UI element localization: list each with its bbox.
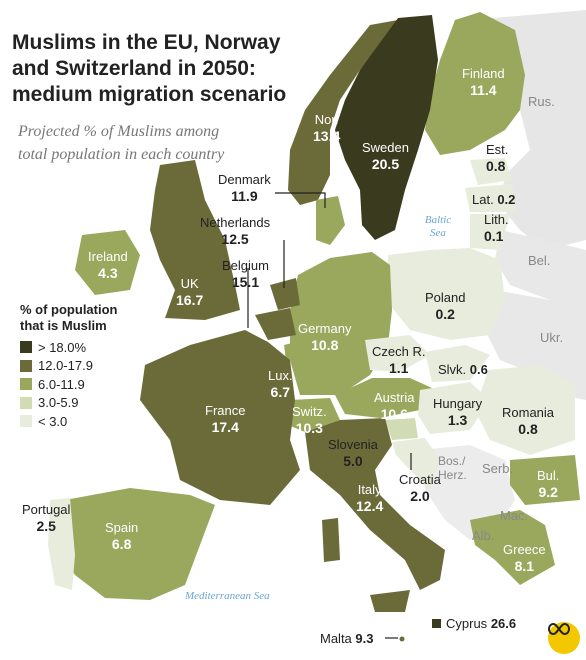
label-france: France 17.4 — [205, 403, 246, 435]
legend: % of population that is Muslim > 18.0% 1… — [20, 302, 117, 431]
region-bulgaria — [510, 455, 580, 505]
legend-item: < 3.0 — [20, 412, 117, 431]
label-slovenia: Slovenia 5.0 — [328, 437, 378, 469]
label-albania: Alb. — [472, 528, 495, 543]
region-luxembourg — [284, 342, 298, 360]
label-norway: Nor. 13.4 — [313, 112, 341, 144]
legend-swatch — [20, 396, 32, 409]
label-estonia: Est. 0.8 — [486, 142, 509, 174]
label-bulgaria: Bul. 9.2 — [537, 468, 560, 500]
region-uk — [150, 160, 240, 320]
label-netherlands: Netherlands 12.5 — [200, 215, 271, 247]
region-netherlands — [270, 278, 300, 310]
region-estonia — [470, 158, 512, 185]
region-belgium — [255, 308, 296, 340]
label-poland: Poland 0.2 — [425, 290, 466, 322]
label-latvia: Lat. 0.2 — [472, 192, 516, 207]
legend-swatch — [20, 341, 32, 354]
legend-item: 6.0-11.9 — [20, 375, 117, 394]
label-austria: Austria 10.6 — [374, 390, 415, 422]
label-greece: Greece 8.1 — [503, 542, 546, 574]
label-czech: Czech R. 1.1 — [372, 344, 426, 376]
map-subtitle: Projected % of Muslims among total popul… — [18, 123, 225, 163]
label-germany: Germany 10.8 — [298, 321, 352, 353]
region-slovakia — [425, 345, 490, 382]
legend-swatch — [20, 359, 32, 372]
label-mediterranean-sea: Mediterranean Sea — [185, 590, 270, 602]
leader-lines — [247, 192, 412, 639]
legend-swatch — [20, 378, 32, 391]
map-title: Muslims in the EU, Norway and Switzerlan… — [12, 31, 287, 106]
label-italy: Italy 12.4 — [356, 482, 384, 514]
region-sweden — [335, 15, 438, 240]
region-czech — [365, 335, 430, 372]
legend-item: 3.0-5.9 — [20, 394, 117, 413]
region-switzerland — [288, 398, 340, 432]
label-baltic-sea: Baltic Sea — [424, 214, 452, 239]
label-finland: Finland 11.4 — [462, 66, 505, 98]
region-sardinia — [322, 518, 340, 562]
label-cyprus: Cyprus 26.6 — [446, 616, 517, 631]
label-hungary: Hungary 1.3 — [433, 396, 483, 428]
region-cyprus — [432, 619, 441, 628]
region-slovenia — [385, 418, 418, 440]
label-luxembourg: Lux. 6.7 — [268, 368, 293, 400]
region-sicily — [370, 590, 410, 612]
legend-title: % of population that is Muslim — [20, 302, 118, 333]
region-portugal — [48, 498, 75, 590]
legend-item: > 18.0% — [20, 338, 117, 357]
region-austria — [335, 378, 432, 418]
region-lithuania — [470, 214, 510, 250]
region-romania — [475, 365, 575, 455]
region-france — [140, 330, 300, 505]
legend-swatch — [20, 415, 32, 428]
region-norway — [288, 20, 398, 205]
label-sweden: Sweden 20.5 — [362, 140, 409, 172]
label-ireland: Ireland 4.3 — [88, 249, 128, 281]
region-latvia — [465, 184, 516, 212]
label-ukraine: Ukr. — [540, 330, 564, 345]
region-greece — [470, 510, 555, 585]
region-ireland — [75, 230, 140, 295]
region-belarus — [495, 230, 586, 300]
label-denmark: Denmark 11.9 — [218, 172, 271, 204]
region-poland — [388, 248, 505, 340]
region-denmark — [316, 196, 345, 245]
region-croatia — [392, 438, 440, 490]
label-portugal: Portugal 2.5 — [22, 502, 71, 534]
region-hungary — [418, 382, 490, 434]
infinity-logo-icon — [548, 622, 580, 654]
region-italy — [305, 418, 445, 590]
region-malta — [399, 636, 405, 642]
label-romania: Romania 0.8 — [502, 405, 555, 437]
label-macedonia: Mac. — [500, 508, 529, 523]
region-finland — [425, 12, 525, 155]
label-malta: Malta 9.3 — [320, 631, 374, 646]
label-serbia: Serb. — [482, 461, 514, 476]
region-germany — [290, 252, 392, 395]
label-spain: Spain 6.8 — [105, 520, 139, 552]
label-slovakia: Slvk. 0.6 — [438, 362, 488, 377]
label-belarus: Bel. — [528, 253, 551, 268]
label-uk: UK 16.7 — [176, 276, 204, 308]
label-switzerland: Switz. 10.3 — [292, 404, 327, 436]
region-spain — [55, 488, 215, 600]
label-lithuania: Lith. 0.1 — [484, 212, 509, 244]
label-russia: Rus. — [528, 94, 555, 109]
label-croatia: Croatia 2.0 — [399, 472, 441, 504]
label-bosnia: Bos./ Herz. — [438, 454, 467, 482]
region-ukraine — [485, 290, 586, 400]
label-belgium: Belgium 15.1 — [222, 258, 269, 290]
legend-item: 12.0-17.9 — [20, 357, 117, 376]
